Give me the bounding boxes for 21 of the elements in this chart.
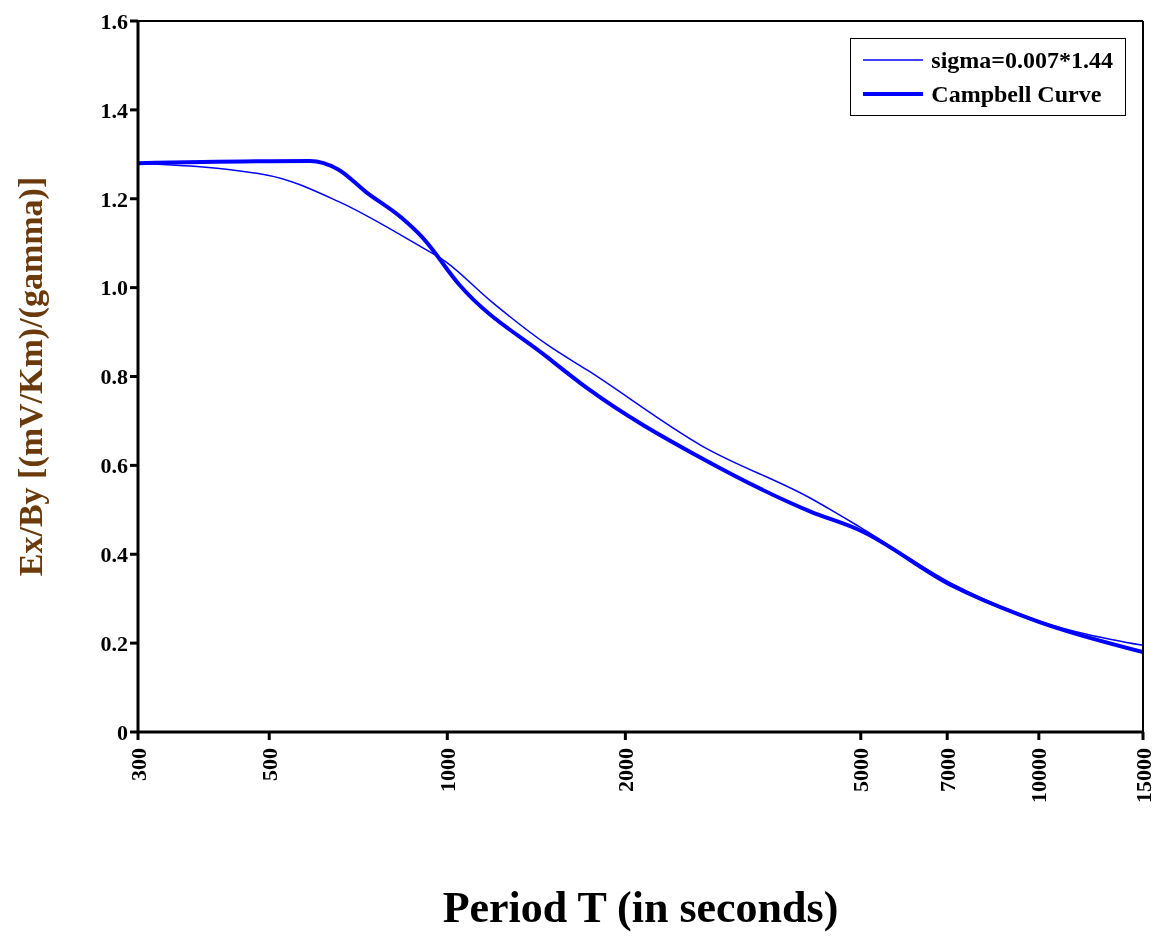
y-tick-label: 0.2 [100, 630, 128, 656]
x-axis-title: Period T (in seconds) [442, 883, 839, 932]
x-tick-label: 10000 [1026, 748, 1052, 803]
x-tick-label: 500 [256, 748, 282, 781]
y-tick-label: 1.2 [100, 186, 128, 212]
y-tick-label: 1.0 [100, 275, 128, 301]
legend-label: sigma=0.007*1.44 [931, 46, 1113, 75]
legend-label: Campbell Curve [931, 80, 1102, 109]
y-tick-label: 0.8 [100, 364, 128, 390]
x-tick-label: 5000 [848, 748, 874, 792]
y-tick-label: 0 [117, 719, 128, 745]
x-tick-label: 2000 [612, 748, 638, 792]
y-axis-title: Ex/By [(mV/Km)/(gamma)] [12, 176, 51, 577]
y-tick-label: 0.4 [100, 542, 128, 568]
y-tick-label: 0.6 [100, 453, 128, 479]
y-tick-label: 1.6 [100, 8, 128, 34]
x-tick-label: 7000 [934, 748, 960, 792]
x-tick-label: 1000 [434, 748, 460, 792]
x-tick-label: 15000 [1130, 748, 1156, 803]
x-tick-label: 300 [125, 748, 151, 781]
y-tick-label: 1.4 [100, 97, 128, 123]
